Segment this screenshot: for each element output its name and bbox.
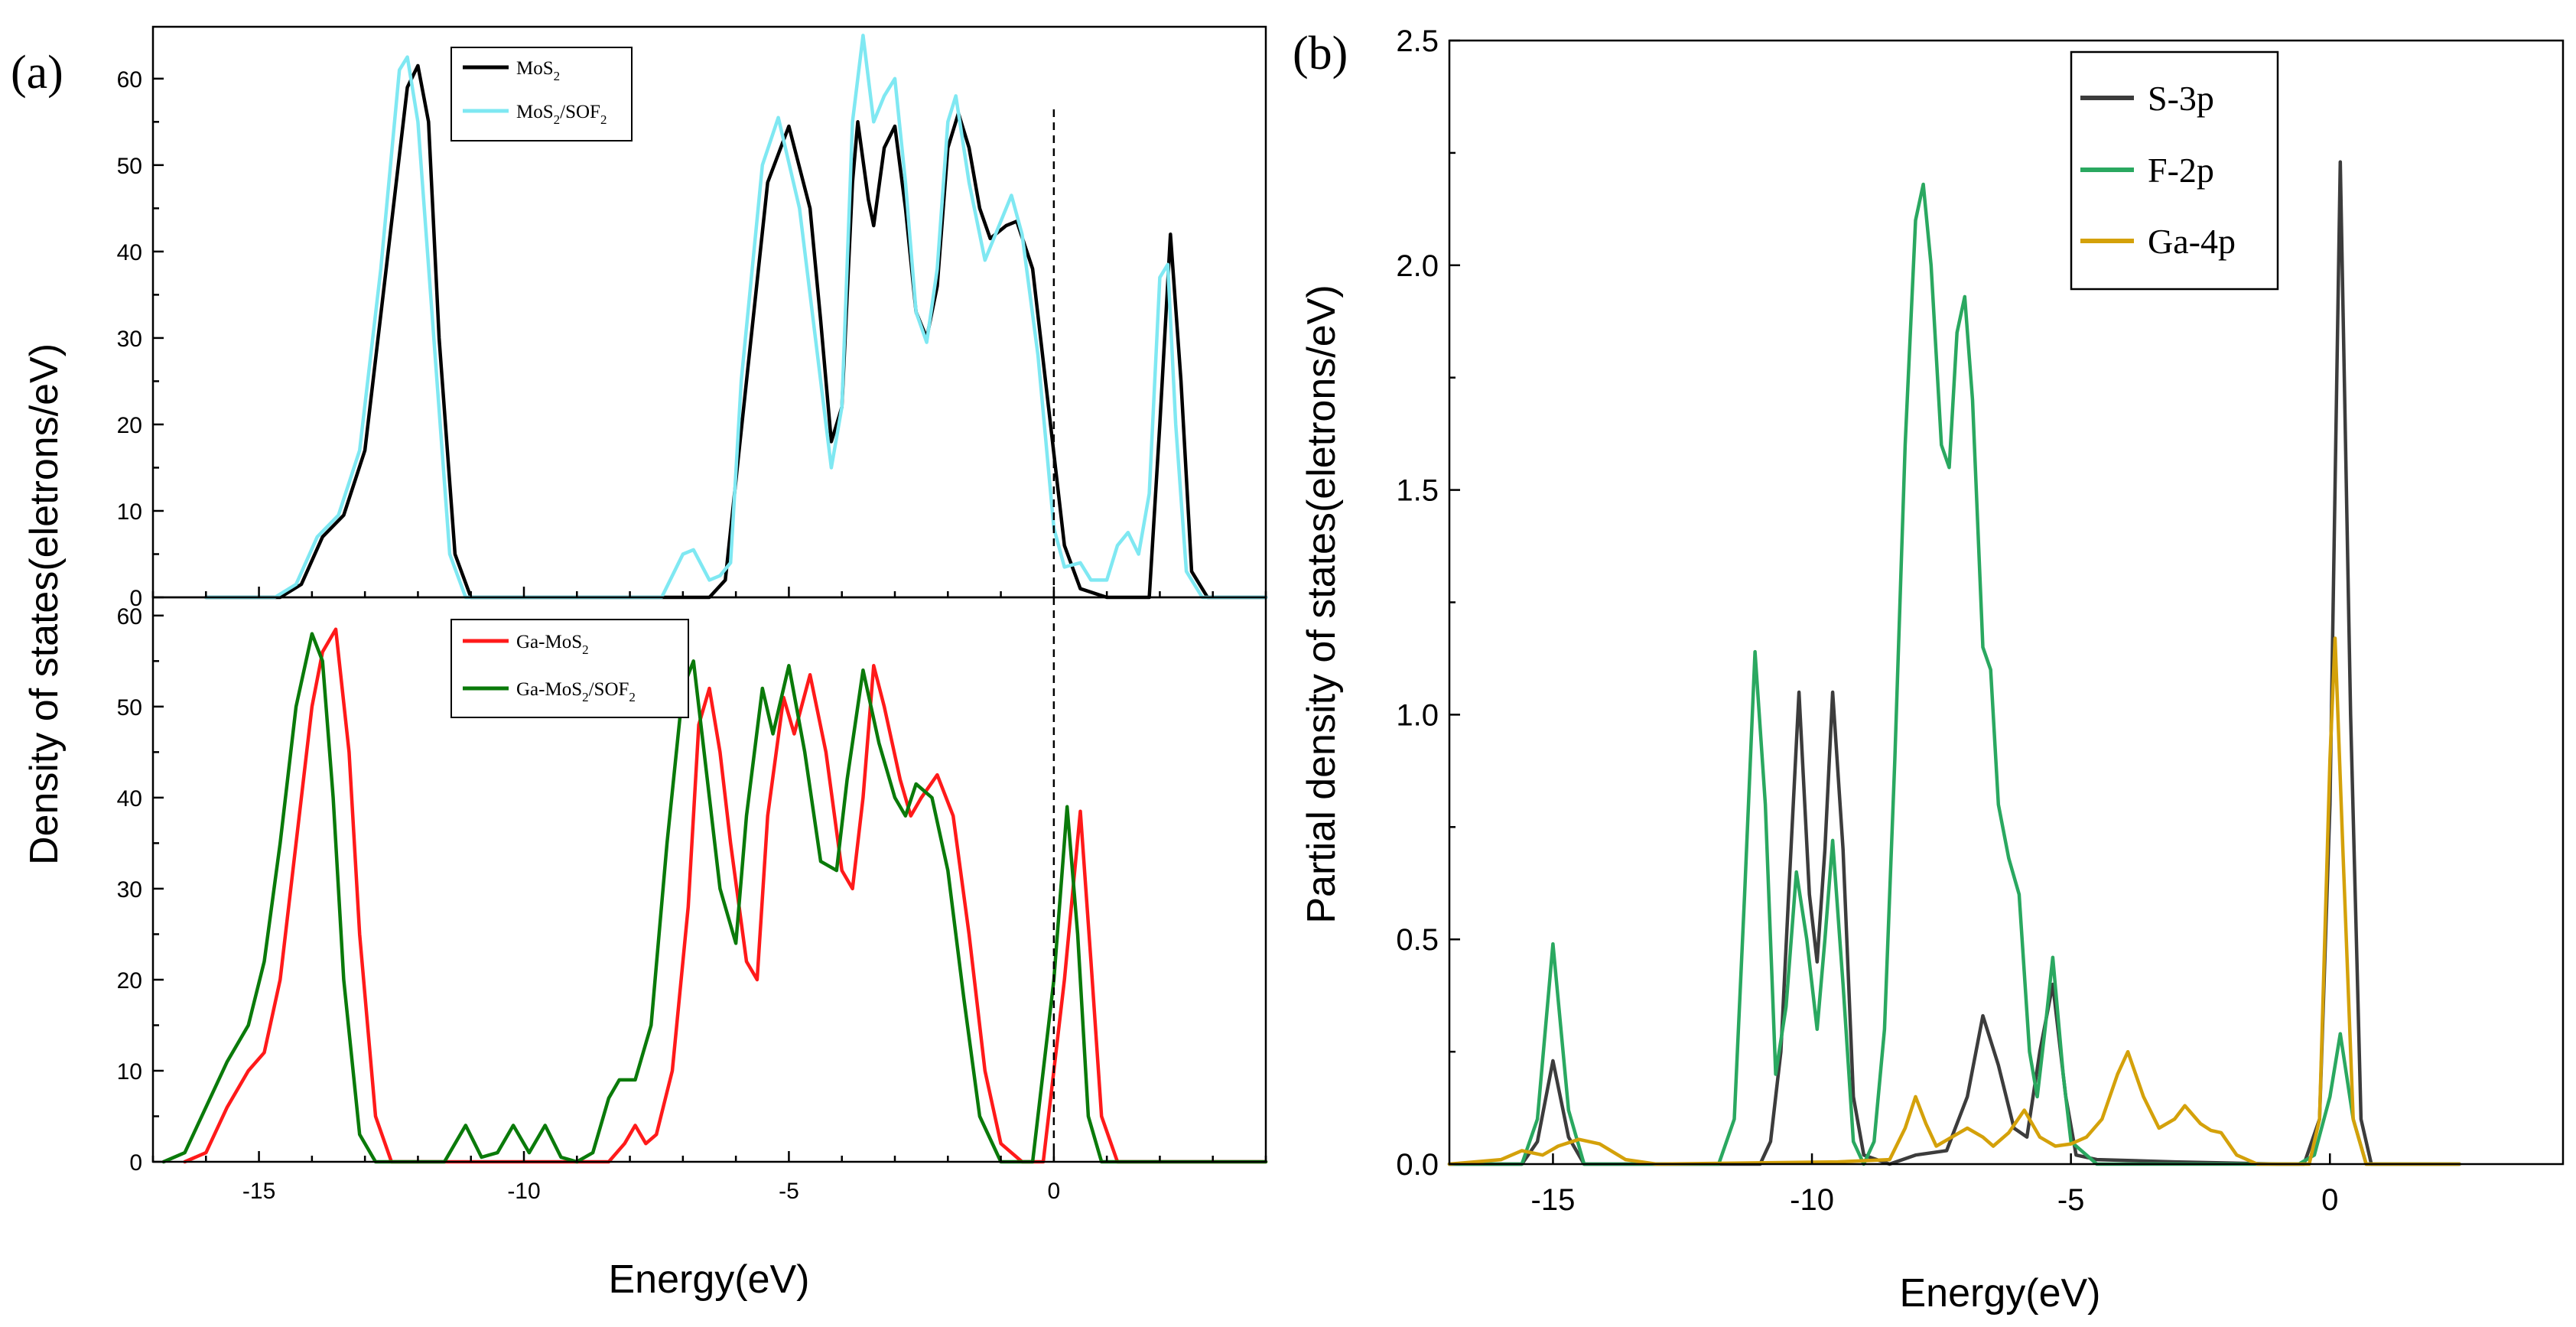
legend: S-3p F-2p Ga-4p xyxy=(2070,50,2279,291)
y-tick-label: 60 xyxy=(117,604,142,629)
y-tick-label: 0 xyxy=(129,1150,142,1176)
legend-label-s-3p: S-3p xyxy=(2148,79,2214,118)
y-tick-label: 2.0 xyxy=(1396,249,1439,283)
y-tick-label: 10 xyxy=(117,499,142,525)
legend-label-mos2: MoS2 xyxy=(516,58,560,83)
legend-label-f-2p: F-2p xyxy=(2148,151,2214,190)
y-tick-label: 40 xyxy=(117,240,142,265)
series-line-f-2p xyxy=(1447,182,2461,1166)
panel-a-bottom-plot: 0 10 20 30 40 50 60 -15 -10 -5 0 Ga-MoS2 Ga-MoS2/S… xyxy=(117,596,1268,1204)
x-tick-label: -5 xyxy=(779,1179,799,1204)
x-tick-label: 0 xyxy=(1048,1179,1061,1204)
legend-label-ga-mos2: Ga-MoS2 xyxy=(516,632,589,657)
y-tick-label: 20 xyxy=(117,413,142,438)
y-tick-label: 1.5 xyxy=(1396,474,1439,508)
series-line-mos2 xyxy=(204,63,1268,600)
panel-a-x-axis-title: Energy(eV) xyxy=(609,1257,810,1302)
legend-label-ga-mos2-sof2: Ga-MoS2/SOF2 xyxy=(516,679,636,704)
y-tick-label: 2.5 xyxy=(1396,24,1439,58)
legend-label-ga-4p: Ga-4p xyxy=(2148,222,2236,261)
plot-frame xyxy=(1448,39,2565,1166)
panel-b-label: (b) xyxy=(1293,28,1348,80)
y-tick-label: 40 xyxy=(117,786,142,811)
x-tick-label: -10 xyxy=(1790,1183,1834,1217)
y-tick-label: 20 xyxy=(117,968,142,994)
y-tick-label: 0.0 xyxy=(1396,1148,1439,1182)
x-tick-label: -10 xyxy=(507,1179,540,1204)
panel-a-y-axis-title: Density of states(eletrons/eV) xyxy=(22,343,67,865)
y-tick-label: 30 xyxy=(117,877,142,903)
y-tick-label: 30 xyxy=(117,327,142,352)
y-tick-label: 0.5 xyxy=(1396,923,1439,957)
series-line-s-3p xyxy=(1447,160,2461,1166)
legend: Ga-MoS2 Ga-MoS2/SOF2 xyxy=(450,619,689,718)
plot-frame xyxy=(151,596,1267,1163)
plot-frame xyxy=(151,25,1267,599)
x-tick-label: -15 xyxy=(1531,1183,1576,1217)
series-line-ga-4p xyxy=(1447,636,2461,1166)
y-tick-label: 0 xyxy=(129,586,142,611)
panel-b-y-axis-title: Partial density of states(eletrons/eV) xyxy=(1299,285,1344,923)
legend-label-mos2-sof2: MoS2/SOF2 xyxy=(516,102,607,127)
legend: MoS2 MoS2/SOF2 xyxy=(450,47,633,141)
x-tick-label: -5 xyxy=(2057,1183,2085,1217)
y-tick-label: 10 xyxy=(117,1059,142,1085)
series-line-ga-mos2 xyxy=(183,627,1268,1164)
panel-a-label: (a) xyxy=(11,47,63,99)
panel-b-plot: 0.0 0.5 1.0 1.5 2.0 2.5 -15 -10 -5 0 S-3p F-2p Ga… xyxy=(1396,24,2565,1217)
series-line-mos2-sof2 xyxy=(204,34,1268,600)
y-tick-label: 60 xyxy=(117,67,142,93)
x-tick-label: 0 xyxy=(2321,1183,2338,1217)
panel-b-x-axis-title: Energy(eV) xyxy=(1900,1271,2101,1316)
y-tick-label: 1.0 xyxy=(1396,698,1439,732)
y-tick-label: 50 xyxy=(117,154,142,179)
x-tick-label: -15 xyxy=(242,1179,275,1204)
panel-a-top-plot: 0 10 20 30 40 50 60 MoS2 MoS2/SOF2 xyxy=(117,25,1268,611)
y-tick-label: 50 xyxy=(117,695,142,720)
